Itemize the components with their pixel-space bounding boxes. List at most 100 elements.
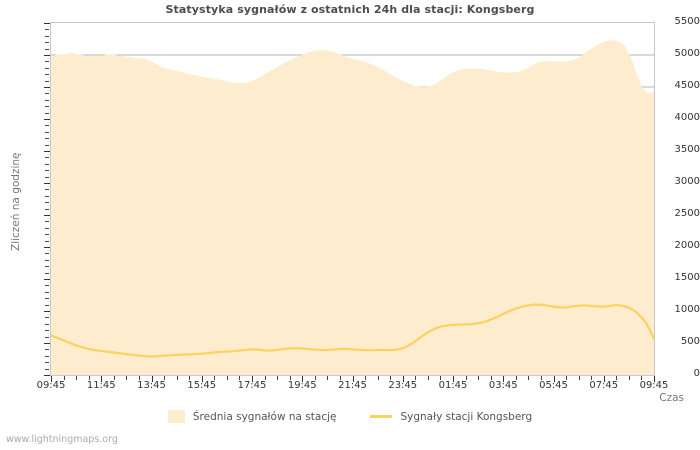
y-tick-label: 2000 [674, 240, 700, 251]
y-tick-label: 1000 [674, 304, 700, 315]
legend-label-kongsberg: Sygnały stacji Kongsberg [400, 410, 533, 423]
x-tick-minor [76, 376, 78, 380]
x-tick-label: 01:45 [438, 380, 468, 391]
x-tick-minor [138, 376, 140, 380]
y-tick-minor [45, 61, 49, 63]
x-tick-major [302, 376, 304, 382]
y-tick-minor [45, 131, 49, 133]
y-tick-minor [45, 330, 49, 332]
y-tick-minor [45, 74, 49, 76]
y-tick-minor [45, 368, 49, 370]
x-tick-label: 09:45 [639, 380, 669, 391]
y-tick-minor [45, 259, 49, 261]
y-tick-major [44, 87, 50, 88]
x-tick-major [453, 376, 454, 382]
y-tick-label: 5000 [674, 48, 700, 59]
x-tick-minor [566, 376, 568, 380]
x-axis-label: Czas [659, 392, 684, 404]
plot-area [50, 22, 655, 376]
y-tick-minor [45, 272, 49, 274]
x-tick-label: 03:45 [488, 380, 518, 391]
x-tick-minor [264, 376, 266, 380]
x-tick-major [352, 376, 354, 382]
x-tick-minor [189, 376, 191, 380]
x-tick-minor [226, 376, 228, 380]
x-tick-label: 11:45 [86, 380, 116, 391]
x-tick-major [553, 376, 555, 382]
x-tick-label: 05:45 [539, 380, 568, 391]
x-tick-minor [641, 376, 643, 380]
series-line-kongsberg [51, 303, 654, 358]
x-tick-label: 09:45 [36, 380, 66, 391]
y-tick-minor [45, 317, 49, 319]
y-tick-label: 5500 [674, 16, 700, 27]
x-tick-major [503, 376, 505, 382]
x-tick-minor [540, 376, 542, 380]
y-tick-minor [45, 202, 49, 204]
y-tick-minor [45, 99, 49, 101]
y-tick-major [44, 215, 50, 216]
chart-title: Statystyka sygnałów z ostatnich 24h dla … [165, 3, 535, 16]
x-tick-minor [365, 376, 367, 380]
legend-item-kongsberg[interactable]: Sygnały stacji Kongsberg [370, 411, 532, 423]
x-tick-major [654, 376, 655, 382]
y-tick-minor [45, 227, 49, 229]
y-tick-minor [45, 195, 49, 197]
x-tick-label: 07:45 [589, 380, 619, 391]
y-tick-minor [45, 355, 49, 357]
y-tick-major [44, 183, 50, 184]
x-tick-minor [377, 376, 379, 380]
y-tick-minor [45, 67, 49, 69]
y-tick-label: 0 [693, 368, 700, 379]
x-tick-minor [88, 376, 90, 380]
footer-source: www.lightningmaps.org [6, 434, 118, 445]
y-tick-minor [45, 291, 49, 293]
y-tick-minor [45, 189, 49, 191]
y-tick-minor [45, 125, 49, 127]
y-tick-minor [45, 93, 49, 95]
x-tick-label: 15:45 [187, 380, 217, 391]
legend-item-average[interactable]: Średnia sygnałów na stację [167, 410, 337, 423]
y-tick-major [44, 151, 50, 152]
y-tick-minor [45, 112, 49, 114]
x-tick-minor [578, 376, 580, 380]
x-tick-minor [591, 376, 593, 380]
x-tick-minor [239, 376, 241, 380]
y-tick-minor [45, 266, 49, 268]
y-tick-minor [45, 42, 49, 44]
x-tick-major [101, 376, 103, 382]
x-tick-minor [478, 376, 480, 380]
x-tick-label: 19:45 [287, 380, 317, 391]
y-tick-major [44, 375, 50, 376]
y-tick-minor [45, 298, 49, 300]
x-tick-label: 17:45 [237, 380, 267, 391]
x-tick-major [603, 376, 605, 382]
y-tick-major [44, 279, 50, 280]
x-tick-minor [427, 376, 429, 380]
x-tick-major [252, 376, 253, 382]
y-tick-minor [45, 304, 49, 306]
y-tick-label: 4000 [674, 112, 700, 123]
x-tick-minor [465, 376, 467, 380]
y-tick-major [44, 311, 50, 312]
y-tick-minor [45, 349, 49, 351]
x-tick-label: 23:45 [388, 380, 418, 391]
x-tick-label: 21:45 [338, 380, 367, 391]
y-tick-label: 2500 [674, 208, 700, 219]
x-tick-minor [327, 376, 329, 380]
x-tick-major [51, 376, 52, 382]
y-axis-label: Zliczeń na godzinę [10, 152, 22, 252]
y-tick-major [44, 23, 50, 24]
y-tick-minor [45, 170, 49, 172]
legend-label-average: Średnia sygnałów na stację [192, 410, 337, 423]
y-tick-major [44, 343, 50, 344]
y-tick-minor [45, 336, 49, 338]
x-tick-major [201, 376, 203, 382]
x-tick-minor [415, 376, 417, 380]
x-tick-minor [214, 376, 216, 380]
y-tick-major [44, 247, 50, 248]
y-tick-minor [45, 80, 49, 82]
y-tick-minor [45, 176, 49, 178]
x-tick-minor [277, 376, 279, 380]
